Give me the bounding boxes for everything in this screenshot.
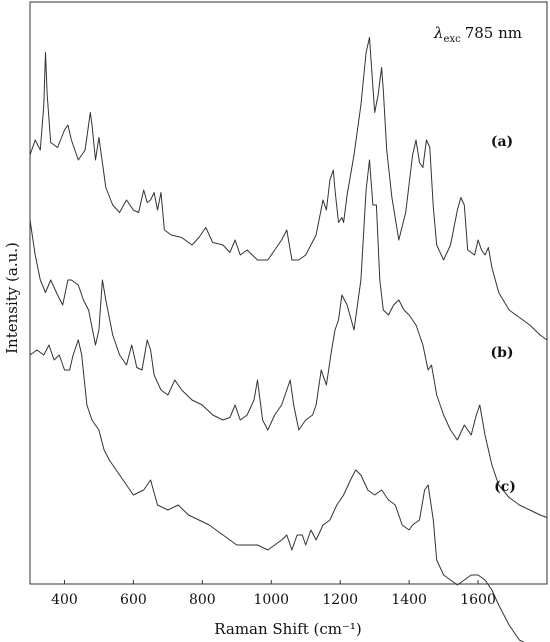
x-tick-label: 1200	[322, 592, 358, 608]
y-axis-title: Intensity (a.u.)	[3, 242, 21, 354]
series-label-b: (b)	[490, 345, 513, 361]
x-axis-title: Raman Shift (cm⁻¹)	[214, 620, 362, 638]
x-tick-label: 1000	[253, 592, 289, 608]
x-axis-ticks: 400 600 800 1000 1200 1400 1600	[51, 580, 496, 608]
excitation-annotation: λexc 785 nm	[433, 24, 522, 45]
x-tick-label: 1600	[460, 592, 496, 608]
plot-frame	[29, 1, 548, 585]
x-tick-label: 800	[189, 592, 216, 608]
x-tick-label: 1400	[391, 592, 427, 608]
spectrum-line-b	[29, 159, 548, 518]
spectrum-line-c	[29, 339, 525, 642]
spectrum-line-a	[29, 37, 548, 341]
lambda-subscript: exc	[444, 34, 462, 45]
lambda-symbol: λ	[433, 24, 444, 42]
x-tick-label: 400	[51, 592, 78, 608]
spectrum-traces	[29, 37, 548, 642]
series-label-c: (c)	[494, 479, 516, 495]
series-label-a: (a)	[491, 134, 513, 150]
excitation-wavelength: 785 nm	[465, 24, 522, 42]
x-tick-label: 600	[120, 592, 147, 608]
series-labels: (a) (b) (c)	[490, 134, 515, 495]
